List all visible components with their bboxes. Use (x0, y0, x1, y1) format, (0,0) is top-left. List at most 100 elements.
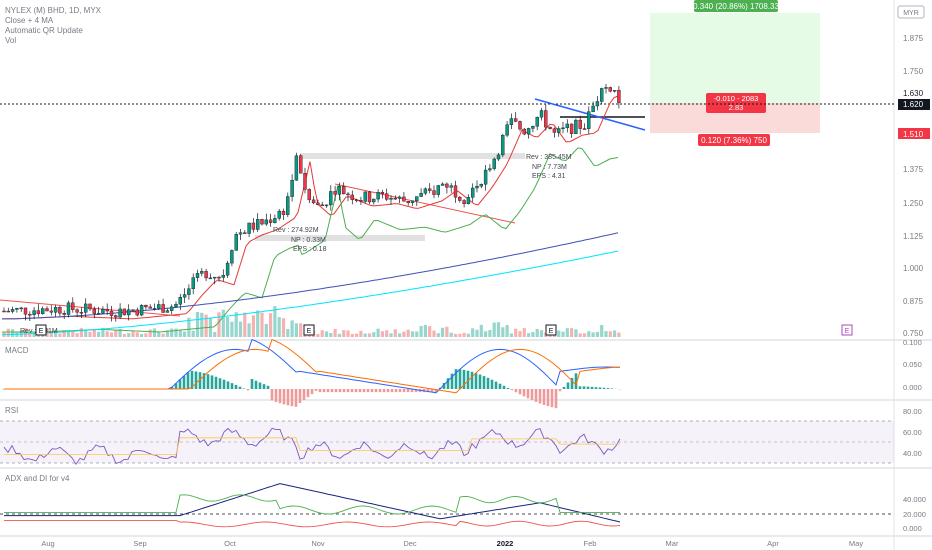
volume-bar (462, 332, 466, 337)
macd-histogram-bar (274, 389, 278, 402)
stop-price-tag (898, 128, 930, 139)
volume-bar (346, 330, 350, 337)
time-tick: Oct (224, 539, 237, 548)
volume-bar (273, 306, 277, 337)
candle-body (389, 197, 393, 200)
macd-histogram-bar (434, 389, 438, 393)
volume-bar (152, 328, 157, 337)
earnings-marker-3[interactable]: E (545, 324, 557, 336)
candle-body (101, 308, 105, 314)
stop-price-text: 1.510 (903, 130, 924, 139)
indicator-label[interactable]: Close + 4 MA (5, 16, 54, 25)
candle-body (509, 118, 514, 125)
macd-histogram-bar (502, 385, 506, 389)
volume-bar (565, 328, 569, 337)
stop-tag-text: 0.120 (7.36%) 750 (701, 136, 767, 145)
candle-body (535, 116, 539, 127)
candle-body (522, 128, 526, 135)
candle-body (354, 199, 359, 201)
target-tag (694, 0, 778, 12)
macd-histogram-bar (346, 389, 350, 393)
volume-bar (419, 326, 423, 337)
macd-label[interactable]: MACD (5, 346, 29, 355)
macd-pane[interactable] (2, 338, 622, 409)
macd-histogram-bar (590, 386, 594, 389)
red-trendline[interactable] (334, 183, 516, 224)
volume-bar (294, 323, 298, 337)
candle-body (402, 196, 406, 202)
price-axis[interactable]: MYR 1.875 1.750 1.630 1.620 1.510 1.375 … (897, 5, 930, 338)
volume-bar (122, 333, 126, 337)
volume-bar (6, 328, 10, 337)
macd-histogram-bar (414, 389, 418, 393)
macd-histogram-bar (606, 388, 610, 389)
candle-body (419, 192, 423, 197)
stop-tag (698, 134, 770, 146)
rsi-line (3, 427, 621, 466)
macd-histogram-bar (170, 387, 174, 389)
candle-body (333, 191, 337, 195)
candle-body (195, 273, 200, 278)
macd-histogram-bar (250, 378, 254, 389)
earnings-marker-2[interactable]: E (303, 324, 315, 336)
candle-body (496, 154, 501, 160)
volume-bar (32, 332, 36, 337)
candle-body (273, 218, 277, 223)
earnings-1-eps: EPS : 0.18 (293, 246, 327, 253)
macd-histogram-bar (342, 389, 346, 393)
candle-body (268, 219, 273, 223)
candle-body (122, 308, 127, 316)
volume-bar (204, 314, 208, 337)
rsi-label[interactable]: RSI (5, 406, 19, 415)
macd-tick: 0.000 (903, 383, 922, 392)
adx-pane[interactable] (4, 483, 621, 528)
volume-bar (398, 333, 402, 337)
volume-bar (389, 333, 393, 337)
volume-bar (140, 333, 144, 337)
volume-bar (475, 329, 479, 337)
earnings-marker-4[interactable]: E (841, 324, 853, 336)
volume-bar (75, 333, 79, 337)
adx-label[interactable]: ADX and DI for v4 (5, 474, 70, 483)
macd-histogram-bar (546, 389, 550, 407)
candle-body (131, 309, 135, 311)
volume-bar (415, 331, 419, 337)
resistance-box-1[interactable] (300, 153, 525, 159)
macd-histogram-bar (258, 382, 262, 389)
macd-histogram-bar (394, 389, 398, 393)
volume-bar (23, 328, 28, 337)
ma-green-line (2, 147, 619, 333)
macd-histogram-bar (246, 389, 250, 391)
volume-bar (458, 333, 462, 337)
candle-body (423, 188, 428, 194)
currency-badge[interactable] (897, 5, 925, 19)
chart-title[interactable]: NYLEX (M) BHD, 1D, MYX (5, 6, 102, 15)
time-tick: Nov (311, 539, 325, 548)
entry-tag-text-1: -0.010 - 2083 (714, 94, 759, 103)
macd-histogram-bar (602, 387, 606, 389)
volume-bar (131, 331, 135, 337)
volume-bar (62, 330, 66, 337)
resistance-box-2[interactable] (255, 235, 425, 241)
rsi-pane[interactable] (3, 427, 621, 466)
indicator-label[interactable]: Vol (5, 36, 17, 45)
candle-body (92, 308, 97, 314)
earnings-marker-1[interactable]: E (35, 324, 47, 336)
volume-bar (385, 330, 389, 337)
candle-body (290, 180, 294, 197)
macd-line (4, 338, 621, 394)
macd-histogram-bar (290, 389, 294, 407)
macd-histogram-bar (562, 386, 566, 389)
volume-bar (600, 324, 604, 337)
macd-histogram-bar (490, 379, 494, 389)
target-zone[interactable] (650, 13, 820, 103)
candle-body (359, 199, 363, 202)
time-axis[interactable]: Aug Sep Oct Nov Dec 2022 Feb Mar Apr May (41, 539, 863, 548)
volume-bar (200, 312, 204, 337)
volume-bar (608, 331, 612, 337)
candle-body (518, 121, 522, 130)
indicator-label[interactable]: Automatic QR Update (5, 26, 83, 35)
volume-bar (591, 332, 595, 337)
volume-bar (393, 329, 397, 337)
